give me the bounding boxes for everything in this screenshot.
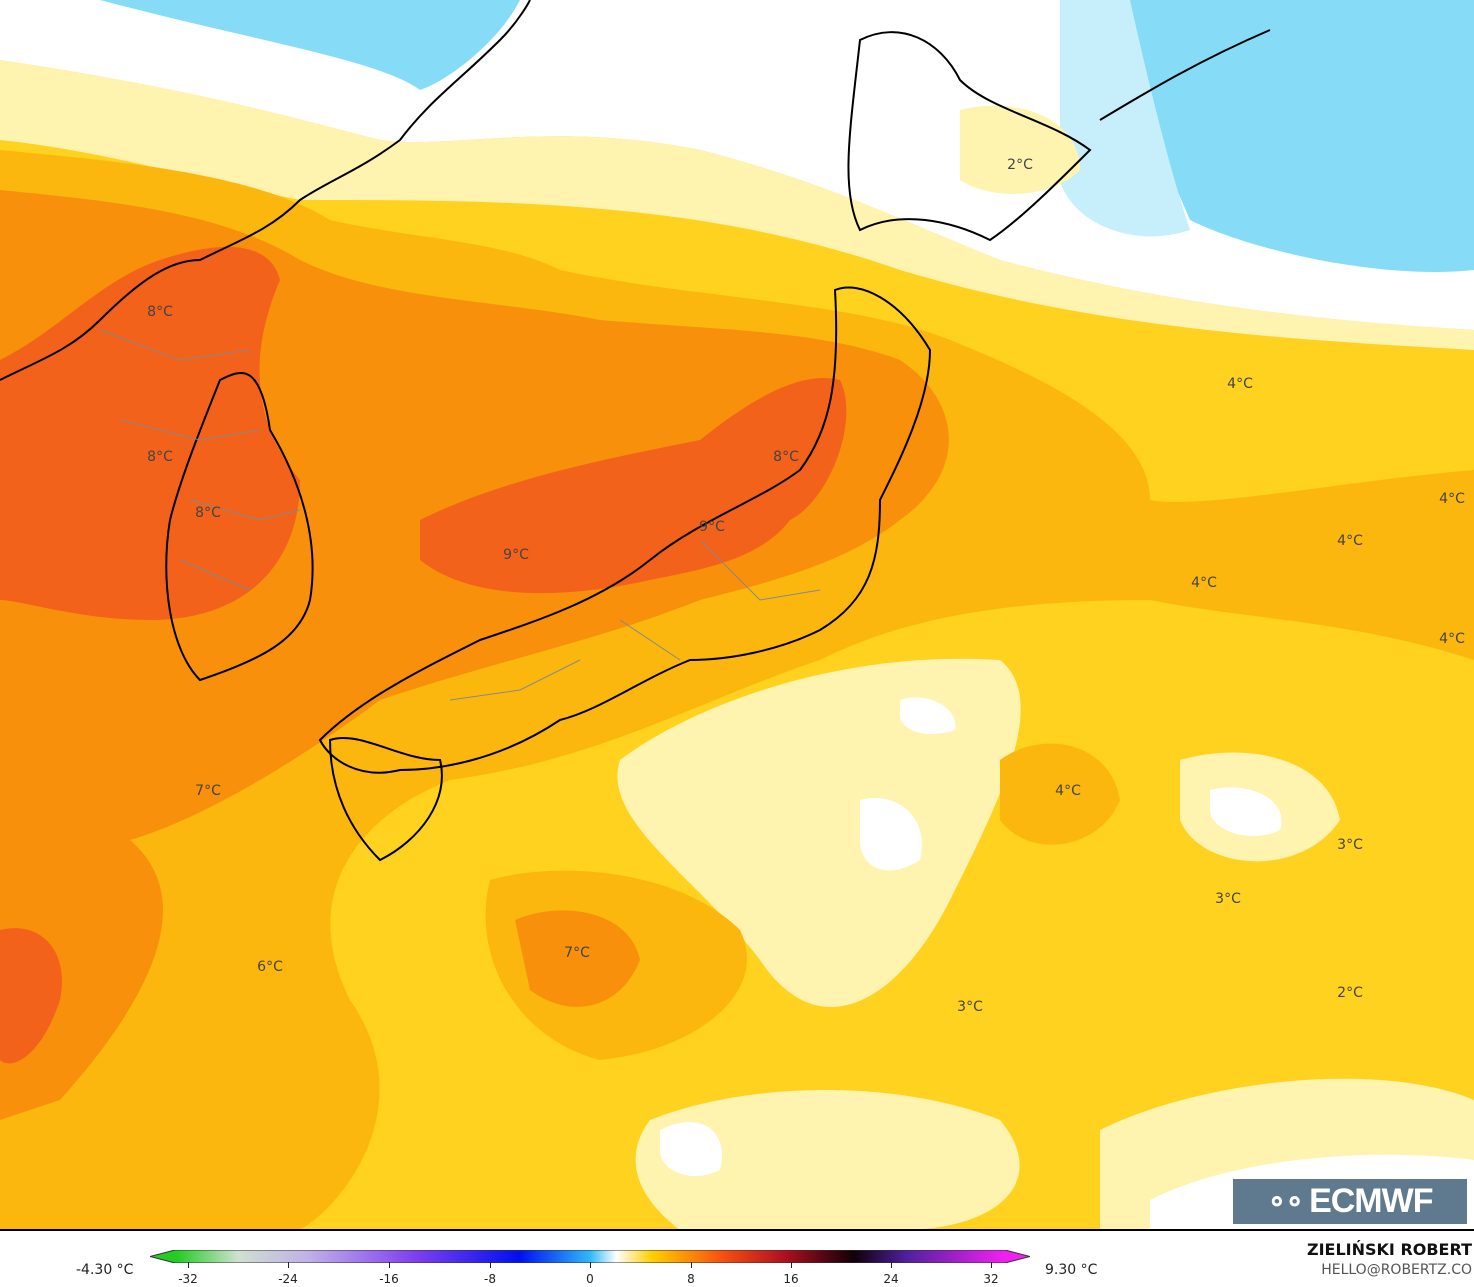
admin-borders [99,329,821,701]
temperature-label: 8°C [773,449,799,465]
min-value-label: -4.30 °C [76,1262,134,1278]
temperature-label: 4°C [1055,783,1081,799]
light-orange-patch [485,743,1121,1060]
colorbar-tick: -24 [278,1272,298,1286]
temperature-label: 4°C [1227,376,1253,392]
cool-region [1060,0,1190,237]
pale-yellow-region [0,60,1474,350]
temperature-label: 4°C [1337,533,1363,549]
colorbar-tick: 32 [983,1272,999,1286]
temperature-label: 2°C [1007,157,1033,173]
temperature-label: 7°C [564,945,590,961]
ecmwf-symbol-icon: ∘∘ [1267,1185,1305,1218]
red-orange-patch [0,928,62,1064]
ecmwf-logo: ∘∘ ECMWF [1233,1179,1467,1224]
temperature-label: 3°C [1337,837,1363,853]
temperature-label: 4°C [1439,631,1465,647]
colorbar-tick: -8 [484,1272,496,1286]
temperature-map [0,0,1474,1230]
colorbar-tick: 16 [783,1272,799,1286]
red-orange-region [420,378,847,594]
temperature-label: 9°C [503,547,529,563]
colorbar-tick: -32 [178,1272,198,1286]
orange-patch [515,910,640,1007]
temperature-label: 3°C [957,999,983,1015]
colorbar-tick: 8 [687,1272,695,1286]
author-email: HELLO@ROBERTZ.CO [1321,1262,1472,1278]
temperature-label: 6°C [257,959,283,975]
colorbar-tick: -16 [379,1272,399,1286]
temperature-label: 9°C [699,519,725,535]
temperature-label: 7°C [195,783,221,799]
temperature-label: 8°C [195,505,221,521]
colorbar-tick: 24 [883,1272,899,1286]
colorbar-tick: 0 [586,1272,594,1286]
cold-ocean-region [100,0,1474,272]
white-patch [660,697,1474,1230]
temperature-label: 3°C [1215,891,1241,907]
temperature-label: 8°C [147,449,173,465]
temperature-label: 4°C [1439,491,1465,507]
temperature-label: 2°C [1337,985,1363,1001]
coastlines [0,0,1271,862]
colorbar-bar [150,1250,1030,1263]
author-credit: ZIELIŃSKI ROBERT [1306,1240,1472,1259]
temperature-label: 8°C [147,304,173,320]
map-frame-line [0,1229,1474,1231]
colorbar [150,1250,1030,1263]
max-value-label: 9.30 °C [1045,1262,1098,1278]
temperature-label: 4°C [1191,575,1217,591]
logo-text: ECMWF [1309,1182,1433,1220]
